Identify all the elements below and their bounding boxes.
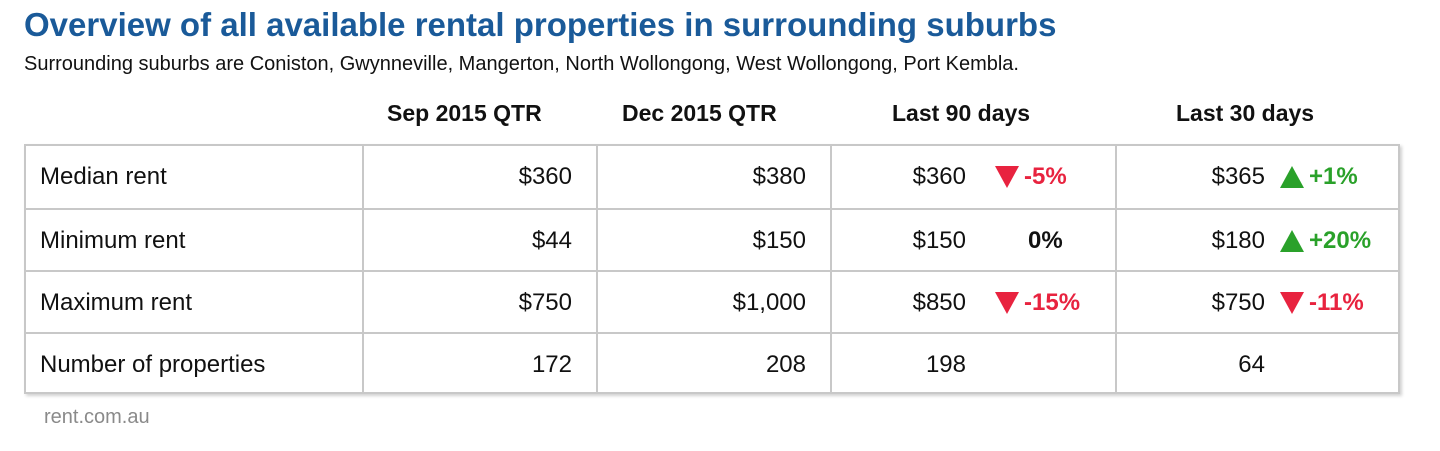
row-label: Number of properties bbox=[40, 351, 266, 378]
sep2015-value: $360 bbox=[518, 163, 572, 190]
last90-change-value: 0% bbox=[1028, 227, 1063, 254]
last90-change: -15% bbox=[994, 272, 1080, 334]
table-row-median-rent: Median rent $360 $380 $360 $365 -5% +1% bbox=[26, 146, 1398, 208]
last90-value: 198 bbox=[925, 351, 966, 378]
last90-value: $360 bbox=[912, 163, 966, 190]
column-divider bbox=[830, 146, 832, 392]
last90-change-value: -15% bbox=[1024, 289, 1081, 316]
column-divider bbox=[596, 146, 598, 392]
last30-value: 64 bbox=[1238, 351, 1265, 378]
last30-change-value: +1% bbox=[1309, 163, 1358, 190]
column-header-sep-2015: Sep 2015 QTR bbox=[387, 100, 542, 126]
last30-change: -11% bbox=[1279, 272, 1364, 334]
page-subtitle: Surrounding suburbs are Coniston, Gwynne… bbox=[24, 53, 1019, 75]
dec2015-value: $150 bbox=[752, 227, 806, 254]
dec2015-value: $1,000 bbox=[732, 289, 806, 316]
last30-change-value: +20% bbox=[1309, 227, 1372, 254]
sep2015-value: $44 bbox=[531, 227, 572, 254]
last30-value: $180 bbox=[1211, 227, 1265, 254]
last90-value: $850 bbox=[912, 289, 966, 316]
last90-value: $150 bbox=[912, 227, 966, 254]
dec2015-value: 208 bbox=[765, 351, 806, 378]
table-row-number-of-properties: Number of properties 172 208 198 64 bbox=[26, 332, 1398, 396]
triangle-down-icon bbox=[1280, 292, 1304, 314]
last30-value: $750 bbox=[1211, 289, 1265, 316]
triangle-up-icon bbox=[1280, 230, 1304, 252]
dec2015-value: $380 bbox=[752, 163, 806, 190]
triangle-up-icon bbox=[1280, 166, 1304, 188]
triangle-down-icon bbox=[995, 292, 1019, 314]
column-divider bbox=[362, 146, 364, 392]
sep2015-value: $750 bbox=[518, 289, 572, 316]
last90-change: -5% bbox=[994, 146, 1067, 208]
table-row-minimum-rent: Minimum rent $44 $150 $150 $180 0% +20% bbox=[26, 208, 1398, 272]
row-label: Maximum rent bbox=[40, 289, 193, 316]
column-divider bbox=[1115, 146, 1117, 392]
column-header-last-90-days: Last 90 days bbox=[892, 100, 1031, 126]
last30-value: $365 bbox=[1211, 163, 1265, 190]
page-title: Overview of all available rental propert… bbox=[24, 6, 1057, 43]
last90-change: 0% bbox=[1028, 210, 1063, 272]
row-label: Minimum rent bbox=[40, 227, 186, 254]
row-label: Median rent bbox=[40, 163, 167, 190]
last30-change: +1% bbox=[1279, 146, 1358, 208]
last90-change-value: -5% bbox=[1024, 163, 1067, 190]
column-header-last-30-days: Last 30 days bbox=[1176, 100, 1315, 126]
rental-overview-table: Median rent $360 $380 $360 $365 -5% +1% Minimum… bbox=[24, 144, 1400, 394]
last30-change: +20% bbox=[1279, 210, 1371, 272]
column-header-dec-2015: Dec 2015 QTR bbox=[622, 100, 777, 126]
sep2015-value: 172 bbox=[531, 351, 572, 378]
triangle-down-icon bbox=[995, 166, 1019, 188]
table-row-maximum-rent: Maximum rent $750 $1,000 $850 $750 -15% -11% bbox=[26, 270, 1398, 334]
last30-change-value: -11% bbox=[1309, 289, 1364, 316]
source-credit: rent.com.au bbox=[44, 406, 150, 428]
